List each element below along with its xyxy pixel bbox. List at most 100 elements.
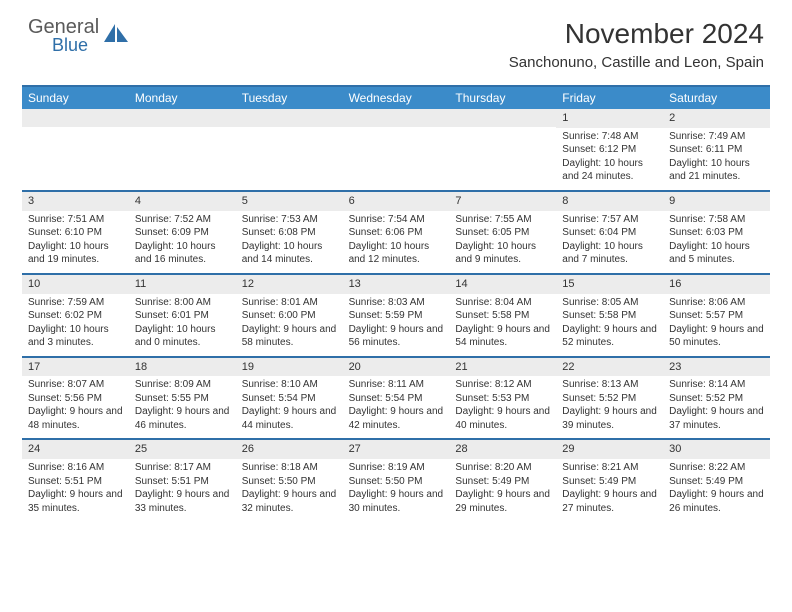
day-number: 14 bbox=[449, 275, 556, 294]
calendar-cell: 24Sunrise: 8:16 AMSunset: 5:51 PMDayligh… bbox=[22, 440, 129, 521]
day-details: Sunrise: 8:20 AMSunset: 5:49 PMDaylight:… bbox=[449, 459, 556, 521]
calendar-week: 3Sunrise: 7:51 AMSunset: 6:10 PMDaylight… bbox=[22, 190, 770, 273]
calendar-cell: 8Sunrise: 7:57 AMSunset: 6:04 PMDaylight… bbox=[556, 192, 663, 273]
day-details: Sunrise: 7:58 AMSunset: 6:03 PMDaylight:… bbox=[663, 211, 770, 273]
day-number: 10 bbox=[22, 275, 129, 294]
day-details: Sunrise: 8:19 AMSunset: 5:50 PMDaylight:… bbox=[343, 459, 450, 521]
calendar-cell: 1Sunrise: 7:48 AMSunset: 6:12 PMDaylight… bbox=[556, 109, 663, 190]
weekday-header: Wednesday bbox=[343, 87, 450, 109]
calendar-body: 1Sunrise: 7:48 AMSunset: 6:12 PMDaylight… bbox=[22, 109, 770, 521]
day-details: Sunrise: 7:52 AMSunset: 6:09 PMDaylight:… bbox=[129, 211, 236, 273]
calendar-cell: 5Sunrise: 7:53 AMSunset: 6:08 PMDaylight… bbox=[236, 192, 343, 273]
day-number: 6 bbox=[343, 192, 450, 211]
day-number: 7 bbox=[449, 192, 556, 211]
calendar-cell: 23Sunrise: 8:14 AMSunset: 5:52 PMDayligh… bbox=[663, 358, 770, 439]
day-number: 17 bbox=[22, 358, 129, 377]
day-number: 24 bbox=[22, 440, 129, 459]
calendar-cell: 14Sunrise: 8:04 AMSunset: 5:58 PMDayligh… bbox=[449, 275, 556, 356]
day-number: 30 bbox=[663, 440, 770, 459]
weekday-header: Saturday bbox=[663, 87, 770, 109]
day-number: 11 bbox=[129, 275, 236, 294]
calendar-cell: 7Sunrise: 7:55 AMSunset: 6:05 PMDaylight… bbox=[449, 192, 556, 273]
day-number: 15 bbox=[556, 275, 663, 294]
day-number: 28 bbox=[449, 440, 556, 459]
day-number: 2 bbox=[663, 109, 770, 128]
day-number: 27 bbox=[343, 440, 450, 459]
day-number: 18 bbox=[129, 358, 236, 377]
calendar-cell: 18Sunrise: 8:09 AMSunset: 5:55 PMDayligh… bbox=[129, 358, 236, 439]
calendar-week: 17Sunrise: 8:07 AMSunset: 5:56 PMDayligh… bbox=[22, 356, 770, 439]
day-number: 23 bbox=[663, 358, 770, 377]
calendar-cell: 9Sunrise: 7:58 AMSunset: 6:03 PMDaylight… bbox=[663, 192, 770, 273]
day-details: Sunrise: 7:55 AMSunset: 6:05 PMDaylight:… bbox=[449, 211, 556, 273]
day-details: Sunrise: 7:59 AMSunset: 6:02 PMDaylight:… bbox=[22, 294, 129, 356]
day-number: 5 bbox=[236, 192, 343, 211]
day-number: 1 bbox=[556, 109, 663, 128]
calendar-cell: 2Sunrise: 7:49 AMSunset: 6:11 PMDaylight… bbox=[663, 109, 770, 190]
calendar-cell: 27Sunrise: 8:19 AMSunset: 5:50 PMDayligh… bbox=[343, 440, 450, 521]
month-title: November 2024 bbox=[509, 18, 764, 50]
day-number: 16 bbox=[663, 275, 770, 294]
day-number: 25 bbox=[129, 440, 236, 459]
day-number: 26 bbox=[236, 440, 343, 459]
calendar-cell: 3Sunrise: 7:51 AMSunset: 6:10 PMDaylight… bbox=[22, 192, 129, 273]
calendar-week: 1Sunrise: 7:48 AMSunset: 6:12 PMDaylight… bbox=[22, 109, 770, 190]
calendar-cell bbox=[343, 109, 450, 190]
day-number: 22 bbox=[556, 358, 663, 377]
day-number: 21 bbox=[449, 358, 556, 377]
day-number bbox=[343, 109, 450, 127]
calendar: SundayMondayTuesdayWednesdayThursdayFrid… bbox=[22, 85, 770, 521]
title-block: November 2024 Sanchonuno, Castille and L… bbox=[509, 18, 764, 71]
calendar-week: 10Sunrise: 7:59 AMSunset: 6:02 PMDayligh… bbox=[22, 273, 770, 356]
location-subtitle: Sanchonuno, Castille and Leon, Spain bbox=[509, 54, 764, 71]
day-details: Sunrise: 8:06 AMSunset: 5:57 PMDaylight:… bbox=[663, 294, 770, 356]
brand-logo: General Blue bbox=[28, 18, 130, 54]
calendar-cell: 25Sunrise: 8:17 AMSunset: 5:51 PMDayligh… bbox=[129, 440, 236, 521]
day-details: Sunrise: 7:51 AMSunset: 6:10 PMDaylight:… bbox=[22, 211, 129, 273]
day-details: Sunrise: 8:16 AMSunset: 5:51 PMDaylight:… bbox=[22, 459, 129, 521]
calendar-cell: 28Sunrise: 8:20 AMSunset: 5:49 PMDayligh… bbox=[449, 440, 556, 521]
day-number: 4 bbox=[129, 192, 236, 211]
calendar-cell: 19Sunrise: 8:10 AMSunset: 5:54 PMDayligh… bbox=[236, 358, 343, 439]
day-details: Sunrise: 8:17 AMSunset: 5:51 PMDaylight:… bbox=[129, 459, 236, 521]
day-details: Sunrise: 8:13 AMSunset: 5:52 PMDaylight:… bbox=[556, 376, 663, 438]
weekday-header: Thursday bbox=[449, 87, 556, 109]
day-details: Sunrise: 8:01 AMSunset: 6:00 PMDaylight:… bbox=[236, 294, 343, 356]
day-number: 9 bbox=[663, 192, 770, 211]
day-number: 8 bbox=[556, 192, 663, 211]
day-number bbox=[22, 109, 129, 127]
calendar-cell: 20Sunrise: 8:11 AMSunset: 5:54 PMDayligh… bbox=[343, 358, 450, 439]
day-details: Sunrise: 8:05 AMSunset: 5:58 PMDaylight:… bbox=[556, 294, 663, 356]
day-number: 12 bbox=[236, 275, 343, 294]
calendar-cell: 16Sunrise: 8:06 AMSunset: 5:57 PMDayligh… bbox=[663, 275, 770, 356]
day-details: Sunrise: 8:10 AMSunset: 5:54 PMDaylight:… bbox=[236, 376, 343, 438]
calendar-cell: 17Sunrise: 8:07 AMSunset: 5:56 PMDayligh… bbox=[22, 358, 129, 439]
sail-icon bbox=[104, 24, 130, 51]
calendar-cell: 10Sunrise: 7:59 AMSunset: 6:02 PMDayligh… bbox=[22, 275, 129, 356]
calendar-cell bbox=[236, 109, 343, 190]
day-number bbox=[449, 109, 556, 127]
brand-word2: Blue bbox=[52, 37, 99, 54]
day-details: Sunrise: 8:11 AMSunset: 5:54 PMDaylight:… bbox=[343, 376, 450, 438]
day-details: Sunrise: 7:48 AMSunset: 6:12 PMDaylight:… bbox=[556, 128, 663, 190]
day-number: 19 bbox=[236, 358, 343, 377]
day-details: Sunrise: 8:14 AMSunset: 5:52 PMDaylight:… bbox=[663, 376, 770, 438]
day-details: Sunrise: 7:53 AMSunset: 6:08 PMDaylight:… bbox=[236, 211, 343, 273]
calendar-cell: 12Sunrise: 8:01 AMSunset: 6:00 PMDayligh… bbox=[236, 275, 343, 356]
day-details: Sunrise: 7:57 AMSunset: 6:04 PMDaylight:… bbox=[556, 211, 663, 273]
day-details: Sunrise: 7:49 AMSunset: 6:11 PMDaylight:… bbox=[663, 128, 770, 190]
calendar-cell: 11Sunrise: 8:00 AMSunset: 6:01 PMDayligh… bbox=[129, 275, 236, 356]
day-number bbox=[236, 109, 343, 127]
calendar-week: 24Sunrise: 8:16 AMSunset: 5:51 PMDayligh… bbox=[22, 438, 770, 521]
day-details: Sunrise: 8:03 AMSunset: 5:59 PMDaylight:… bbox=[343, 294, 450, 356]
day-number bbox=[129, 109, 236, 127]
calendar-cell bbox=[129, 109, 236, 190]
day-details: Sunrise: 8:21 AMSunset: 5:49 PMDaylight:… bbox=[556, 459, 663, 521]
day-number: 29 bbox=[556, 440, 663, 459]
weekday-header: Tuesday bbox=[236, 87, 343, 109]
day-details: Sunrise: 8:00 AMSunset: 6:01 PMDaylight:… bbox=[129, 294, 236, 356]
day-details: Sunrise: 8:18 AMSunset: 5:50 PMDaylight:… bbox=[236, 459, 343, 521]
calendar-cell: 15Sunrise: 8:05 AMSunset: 5:58 PMDayligh… bbox=[556, 275, 663, 356]
calendar-cell bbox=[449, 109, 556, 190]
day-details: Sunrise: 8:07 AMSunset: 5:56 PMDaylight:… bbox=[22, 376, 129, 438]
